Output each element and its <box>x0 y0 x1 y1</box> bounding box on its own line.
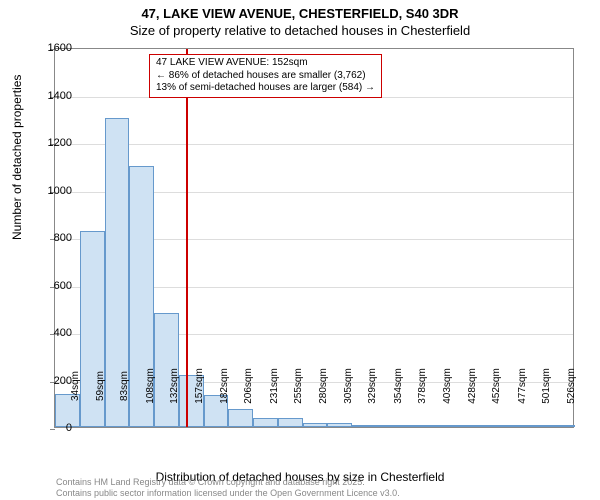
property-info-box: 47 LAKE VIEW AVENUE: 152sqm ← 86% of det… <box>149 54 382 98</box>
info-smaller-pct: ← 86% of detached houses are smaller (3,… <box>156 70 375 83</box>
xtick-label: 305sqm <box>343 368 354 404</box>
chart-title-line2: Size of property relative to detached ho… <box>0 21 600 38</box>
property-marker-line <box>186 49 188 427</box>
ytick-label: 1400 <box>48 90 72 102</box>
xtick-label: 526sqm <box>566 368 577 404</box>
histogram-bar <box>402 425 427 427</box>
xtick-label: 329sqm <box>367 368 378 404</box>
xtick-label: 255sqm <box>293 368 304 404</box>
xtick-label: 34sqm <box>70 371 81 401</box>
histogram-bar <box>426 425 451 427</box>
ytick-label: 1200 <box>48 137 72 149</box>
xtick-label: 280sqm <box>318 368 329 404</box>
ytick-mark <box>50 429 55 430</box>
xtick-label: 182sqm <box>219 368 230 404</box>
xtick-label: 501sqm <box>541 368 552 404</box>
histogram-bar <box>451 425 476 427</box>
chart-title-line1: 47, LAKE VIEW AVENUE, CHESTERFIELD, S40 … <box>0 0 600 21</box>
ytick-label: 400 <box>54 327 72 339</box>
histogram-bar <box>253 418 278 428</box>
gridline <box>55 144 573 145</box>
xtick-label: 83sqm <box>119 371 130 401</box>
ytick-label: 0 <box>66 422 72 434</box>
xtick-label: 59sqm <box>95 371 106 401</box>
xtick-label: 403sqm <box>442 368 453 404</box>
xtick-label: 354sqm <box>393 368 404 404</box>
histogram-bar <box>377 425 402 427</box>
xtick-label: 206sqm <box>243 368 254 404</box>
copyright-line2: Contains public sector information licen… <box>56 488 400 498</box>
histogram-bar <box>550 425 575 427</box>
xtick-label: 477sqm <box>517 368 528 404</box>
histogram-bar <box>327 423 352 427</box>
copyright-notice: Contains HM Land Registry data © Crown c… <box>56 477 400 498</box>
xtick-label: 428sqm <box>467 368 478 404</box>
histogram-bar <box>525 425 550 427</box>
xtick-label: 378sqm <box>417 368 428 404</box>
xtick-label: 157sqm <box>194 368 205 404</box>
histogram-bar <box>303 423 328 427</box>
xtick-label: 452sqm <box>491 368 502 404</box>
histogram-bar <box>352 425 377 427</box>
xtick-label: 108sqm <box>145 368 156 404</box>
histogram-bar <box>476 425 501 427</box>
histogram-bar <box>228 409 253 427</box>
info-property-size: 47 LAKE VIEW AVENUE: 152sqm <box>156 57 375 70</box>
ytick-label: 1600 <box>48 42 72 54</box>
ytick-label: 800 <box>54 232 72 244</box>
copyright-line1: Contains HM Land Registry data © Crown c… <box>56 477 400 487</box>
info-larger-pct: 13% of semi-detached houses are larger (… <box>156 82 375 95</box>
histogram-bar <box>278 418 303 427</box>
ytick-label: 600 <box>54 280 72 292</box>
histogram-bar <box>501 425 526 427</box>
xtick-label: 132sqm <box>169 368 180 404</box>
xtick-label: 231sqm <box>269 368 280 404</box>
ytick-label: 1000 <box>48 185 72 197</box>
y-axis-label: Number of detached properties <box>10 75 24 240</box>
